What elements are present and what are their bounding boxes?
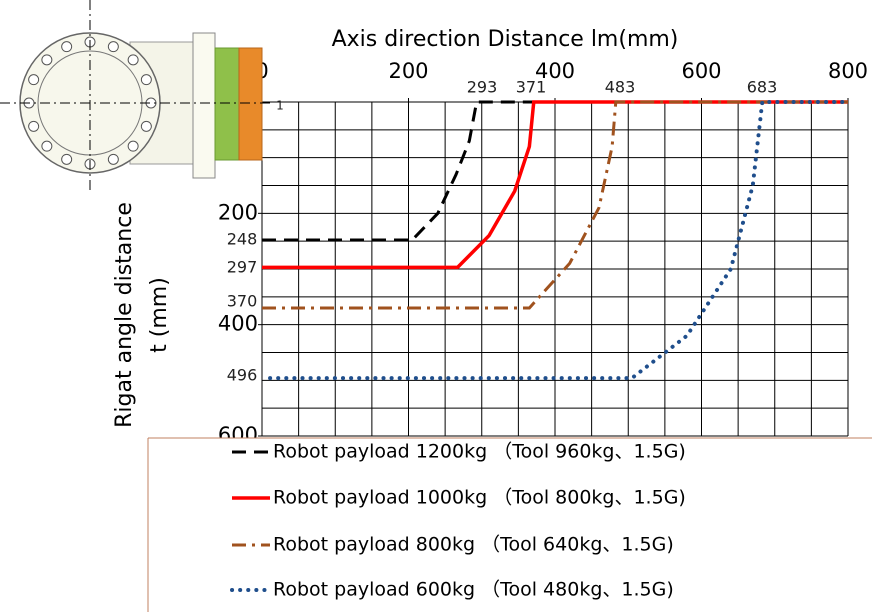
legend-box <box>148 438 872 616</box>
hole <box>41 54 53 66</box>
hole <box>107 153 119 165</box>
x-axis-title: Axis direction Distance lm(mm) <box>332 27 679 52</box>
y-tick-label: 200 <box>218 200 258 224</box>
annotation: 683 <box>747 78 778 97</box>
hole <box>140 120 152 132</box>
y-axis-title: t (mm) <box>147 277 172 353</box>
x-tick-label: 200 <box>388 59 428 83</box>
hole <box>28 120 40 132</box>
flange-illustration <box>0 0 270 190</box>
legend: Robot payload 1200kg （Tool 960kg、1.5G) Ro… <box>147 437 872 616</box>
hole <box>28 74 40 86</box>
x-tick-label: 800 <box>828 59 868 83</box>
hole <box>127 54 139 66</box>
hole <box>107 41 119 53</box>
annotation: 370 <box>227 292 258 311</box>
green-part <box>214 47 240 161</box>
legend-label: Robot payload 800kg （Tool 640kg、1.5G) <box>273 534 674 556</box>
annotation: 371 <box>516 78 547 97</box>
annotation: 496 <box>227 366 258 385</box>
y-axis-title: Rigat angle distance <box>112 202 137 428</box>
x-tick-label: 600 <box>681 59 721 83</box>
annotation: 248 <box>227 230 258 249</box>
series-line <box>262 100 848 270</box>
hole <box>61 41 73 53</box>
x-tick-label: 400 <box>535 59 575 83</box>
plate <box>192 32 216 179</box>
hole <box>41 140 53 152</box>
legend-label: Robot payload 600kg （Tool 480kg、1.5G) <box>273 579 674 601</box>
series-line <box>262 100 534 242</box>
orange-part <box>238 47 263 161</box>
annotation: 1 <box>276 99 284 113</box>
legend-label: Robot payload 1000kg （Tool 800kg、1.5G) <box>273 487 686 509</box>
plot: 0200400600800200400600Axis direction Dis… <box>112 27 868 447</box>
hole <box>140 74 152 86</box>
series-line <box>268 100 850 381</box>
annotation: 297 <box>227 258 258 277</box>
annotation: 483 <box>605 78 636 97</box>
legend-label: Robot payload 1200kg （Tool 960kg、1.5G) <box>273 441 686 463</box>
y-tick-label: 400 <box>218 312 258 336</box>
hole <box>61 153 73 165</box>
series-line <box>262 100 848 310</box>
hole <box>127 140 139 152</box>
annotation: 293 <box>467 78 498 97</box>
